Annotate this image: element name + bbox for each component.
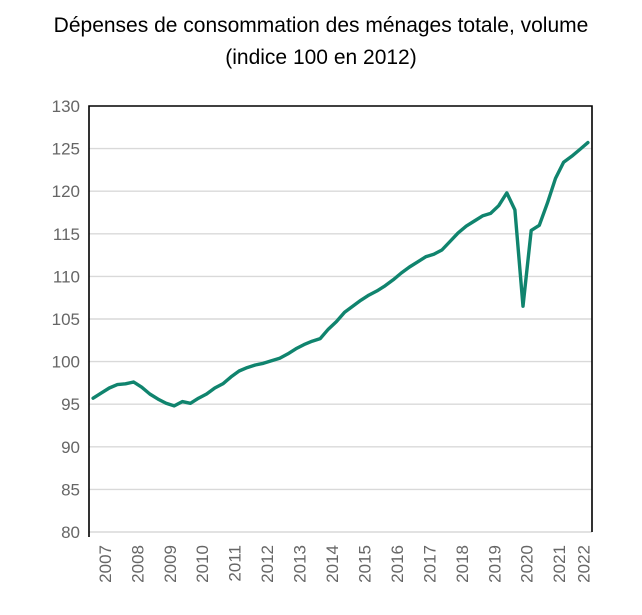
x-axis-label: 2021: [550, 545, 569, 583]
x-axis-label: 2022: [574, 545, 593, 583]
y-axis-label: 105: [52, 310, 80, 329]
y-axis-label: 120: [52, 182, 80, 201]
chart-title-line-1: Dépenses de consommation des ménages tot…: [53, 14, 589, 37]
y-axis-label: 110: [53, 267, 80, 286]
x-axis-label: 2015: [355, 545, 374, 583]
consumption-line: [91, 140, 590, 408]
x-axis-label: 2007: [96, 545, 115, 583]
y-axis-label: 95: [61, 395, 80, 414]
x-axis-label: 2016: [388, 545, 407, 583]
x-axis-label: 2020: [518, 545, 537, 583]
x-axis-label: 2013: [291, 545, 310, 583]
x-axis-label: 2019: [485, 545, 504, 583]
y-axis-label: 100: [52, 353, 80, 372]
chart-title-line-2: (indice 100 en 2012): [225, 46, 417, 69]
x-axis-label: 2009: [161, 545, 180, 583]
y-axis-label: 130: [52, 97, 80, 116]
y-axis-label: 125: [52, 140, 80, 159]
x-axis-label: 2017: [420, 545, 439, 583]
x-axis-label: 2008: [128, 545, 147, 583]
x-axis-label: 2012: [258, 545, 277, 583]
y-axis-label: 90: [61, 438, 80, 457]
x-axis-label: 2011: [226, 545, 245, 582]
y-axis-label: 80: [61, 523, 80, 542]
axis-frame: [88, 105, 593, 537]
x-axis-label: 2010: [193, 545, 212, 583]
y-axis-label: 85: [61, 480, 80, 499]
y-axis-label: 115: [53, 225, 80, 244]
x-axis-label: 2014: [323, 545, 342, 583]
x-axis-label: 2018: [453, 545, 472, 583]
